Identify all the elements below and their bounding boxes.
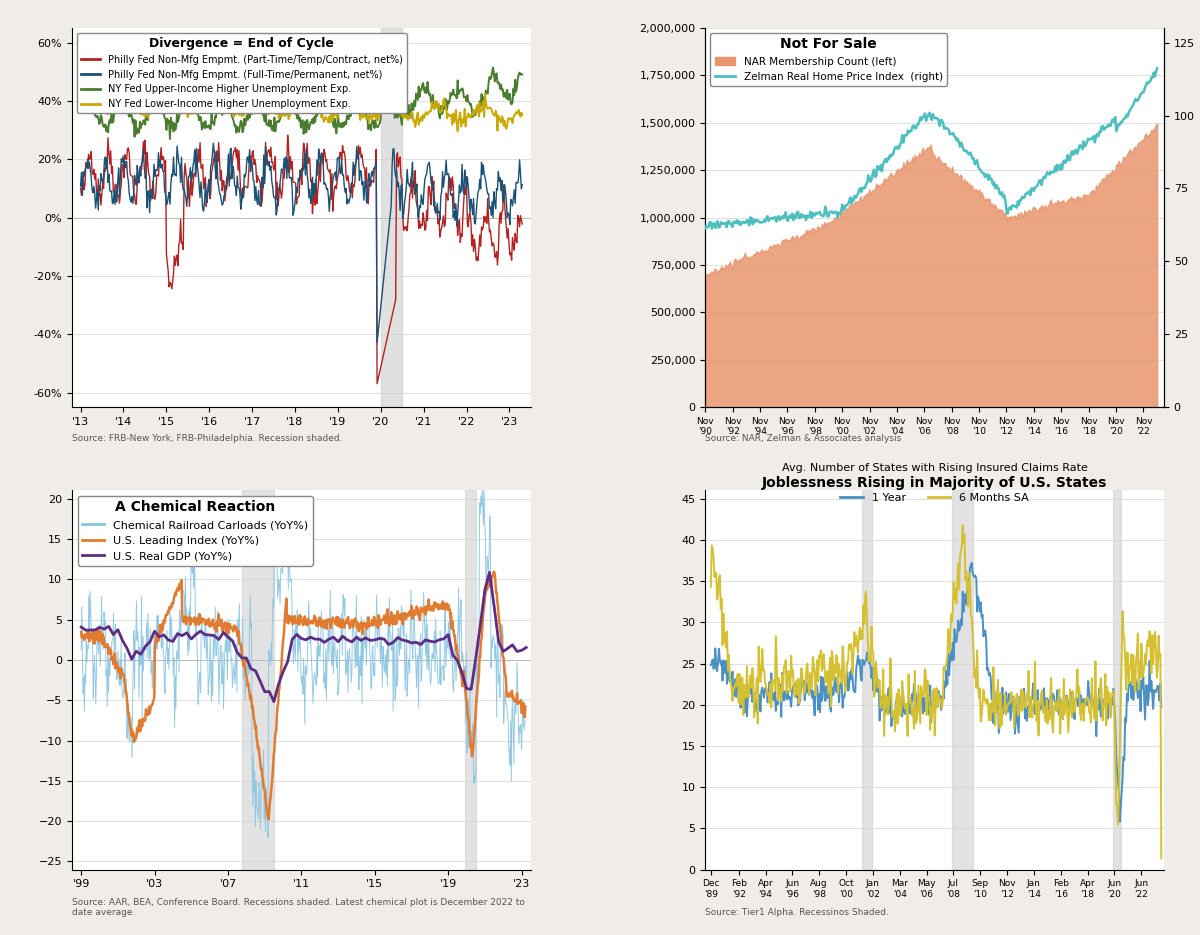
Legend: 1 Year, 6 Months SA: 1 Year, 6 Months SA xyxy=(836,488,1033,508)
Bar xyxy=(1114,491,1121,870)
Legend: Philly Fed Non-Mfg Empmt. (Part-Time/Temp/Contract, net%), Philly Fed Non-Mfg Em: Philly Fed Non-Mfg Empmt. (Part-Time/Tem… xyxy=(77,33,407,113)
Legend: Chemical Railroad Carloads (YoY%), U.S. Leading Index (YoY%), U.S. Real GDP (YoY: Chemical Railroad Carloads (YoY%), U.S. … xyxy=(78,496,313,566)
Text: Source: FRB-New York, FRB-Philadelphia. Recession shaded.: Source: FRB-New York, FRB-Philadelphia. … xyxy=(72,434,342,443)
Text: Source: NAR, Zelman & Associates analysis: Source: NAR, Zelman & Associates analysi… xyxy=(706,434,901,443)
Bar xyxy=(464,491,475,870)
Text: Source: AAR, BEA, Conference Board. Recessions shaded. Latest chemical plot is D: Source: AAR, BEA, Conference Board. Rece… xyxy=(72,898,524,917)
Bar xyxy=(241,491,274,870)
Text: Source: Tier1 Alpha. Recessinos Shaded.: Source: Tier1 Alpha. Recessinos Shaded. xyxy=(706,908,889,917)
Text: Avg. Number of States with Rising Insured Claims Rate: Avg. Number of States with Rising Insure… xyxy=(781,464,1087,473)
Bar xyxy=(952,491,973,870)
Title: Joblessness Rising in Majority of U.S. States: Joblessness Rising in Majority of U.S. S… xyxy=(762,477,1108,491)
Bar xyxy=(862,491,871,870)
Legend: NAR Membership Count (left), Zelman Real Home Price Index  (right): NAR Membership Count (left), Zelman Real… xyxy=(710,34,947,86)
Bar xyxy=(380,28,402,407)
